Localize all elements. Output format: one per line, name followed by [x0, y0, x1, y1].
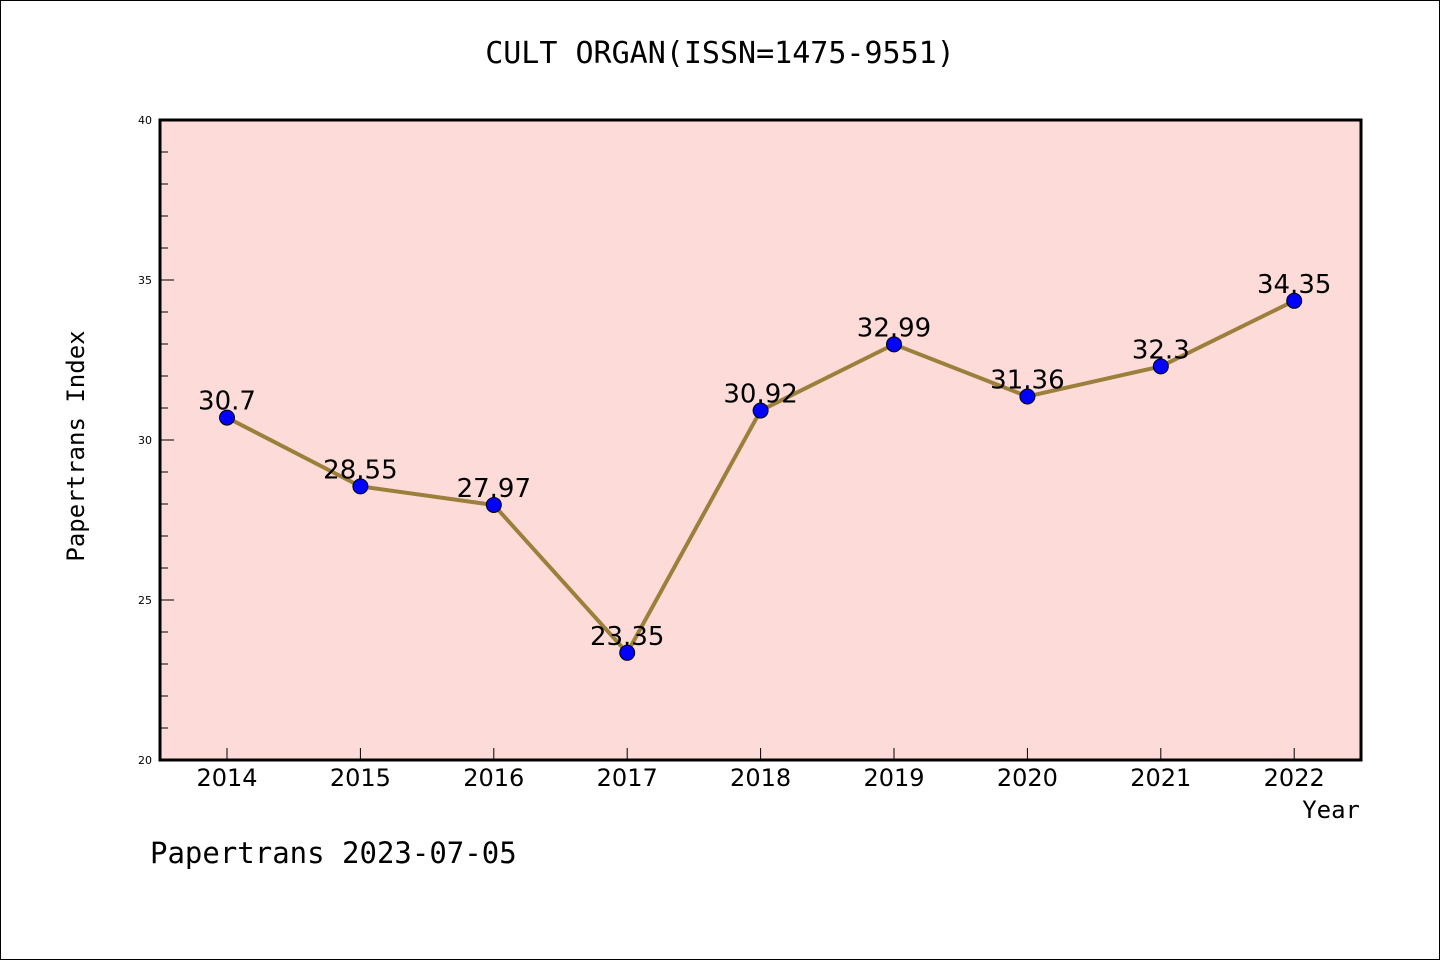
data-point — [1286, 292, 1303, 309]
y-tick-label: 25 — [138, 594, 152, 607]
x-tick-label: 2020 — [997, 764, 1058, 792]
data-point — [619, 644, 636, 661]
x-tick-label: 2022 — [1264, 764, 1325, 792]
data-point — [1019, 388, 1036, 405]
y-tick-label: 35 — [138, 274, 152, 287]
data-point — [1152, 358, 1169, 375]
data-label: 32.99 — [857, 313, 931, 343]
x-tick-label: 2016 — [463, 764, 524, 792]
data-label: 23.35 — [590, 622, 664, 652]
data-point — [219, 409, 235, 426]
data-label: 34.35 — [1257, 270, 1331, 300]
footer-text: Papertrans 2023-07-05 — [150, 836, 517, 870]
data-point — [752, 402, 769, 419]
data-label: 30.7 — [198, 387, 256, 417]
x-tick-label: 2017 — [597, 764, 658, 792]
data-label: 27.97 — [457, 474, 531, 504]
x-tick-label: 2015 — [330, 764, 391, 792]
x-tick-label: 2014 — [196, 764, 257, 792]
data-label: 32.3 — [1132, 335, 1190, 365]
chart-title: CULT ORGAN(ISSN=1475-9551) — [485, 36, 955, 71]
y-tick-label: 30 — [138, 434, 152, 447]
x-tick-label: 2018 — [730, 764, 791, 792]
x-tick-label: 2021 — [1130, 764, 1191, 792]
data-label: 28.55 — [323, 455, 397, 485]
data-label: 31.36 — [990, 365, 1064, 395]
data-label: 30.92 — [723, 380, 797, 410]
data-point — [886, 336, 902, 353]
y-tick-label: 20 — [138, 754, 152, 767]
x-tick-label: 2019 — [863, 764, 924, 792]
y-tick-label: 40 — [138, 114, 152, 127]
data-point — [352, 478, 369, 495]
data-point — [485, 496, 502, 513]
plot-background — [158, 118, 1363, 762]
x-axis-label: Year — [1302, 796, 1360, 824]
